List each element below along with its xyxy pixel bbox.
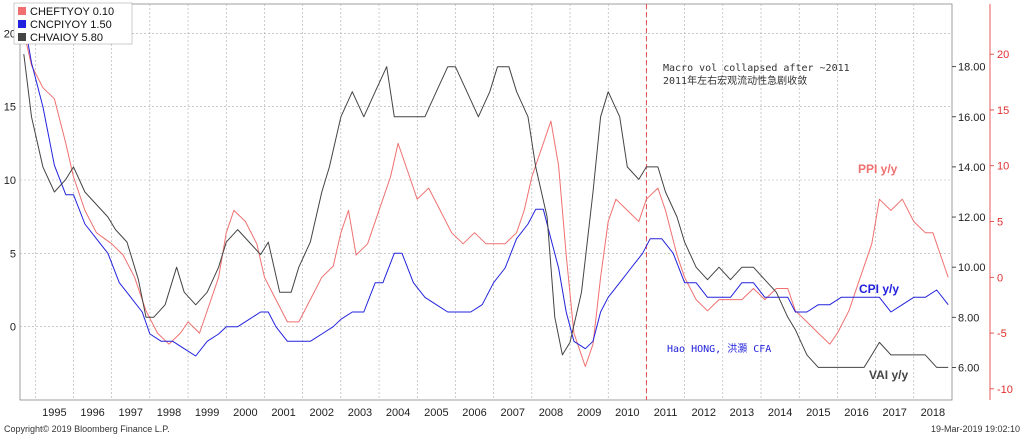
y-right-inner-tick-label: 18.00: [958, 62, 986, 74]
x-tick-label: 2016: [844, 407, 868, 419]
y-right-outer-tick-label: 20: [997, 49, 1009, 61]
y-axis-right-outer: 20 15 10 5 0 -5 -10: [989, 4, 1013, 400]
y-right-inner-tick-label: 6.00: [958, 362, 979, 374]
x-tick-label: 2006: [462, 407, 486, 419]
annotation-line-2: 2011年左右宏观流动性急剧收敛: [663, 74, 807, 87]
x-tick-label: 1998: [157, 407, 181, 419]
y-right-inner-tick-label: 12.00: [958, 212, 986, 224]
series-line-vai: [23, 54, 949, 368]
x-tick-label: 2001: [271, 407, 295, 419]
legend-swatch-ppi: [18, 7, 26, 15]
y-right-inner-tick-label: 16.00: [958, 112, 986, 124]
legend-item-cpi: CNCPIYOY 1.50: [30, 19, 112, 31]
timestamp-footer: 19-Mar-2019 19:02:10: [931, 424, 1020, 434]
cpi-series-label: CPI y/y: [859, 282, 899, 296]
x-tick-label: 2007: [500, 407, 524, 419]
y-right-outer-tick-label: 5: [997, 217, 1003, 229]
annotation-line-1: Macro vol collapsed after ~2011: [663, 63, 850, 74]
x-tick-label: 2013: [730, 407, 754, 419]
x-tick-label: 2004: [386, 407, 410, 419]
x-tick-label: 1997: [119, 407, 143, 419]
y-left-tick-label: 5: [10, 248, 16, 260]
y-axis-left: 20 15 10 5 0: [4, 28, 16, 333]
y-right-outer-tick-label: 10: [997, 161, 1009, 173]
y-right-outer-tick-label: 0: [997, 272, 1003, 284]
series-line-cpi: [23, 18, 949, 357]
x-tick-label: 1996: [80, 407, 104, 419]
y-left-tick-label: 0: [10, 322, 16, 334]
y-left-tick-label: 15: [4, 102, 16, 114]
y-right-inner-tick-label: 8.00: [958, 312, 979, 324]
legend-item-ppi: CHEFTYOY 0.10: [30, 6, 114, 18]
y-right-outer-tick-label: -5: [997, 328, 1007, 340]
y-left-tick-label: 20: [4, 28, 16, 40]
x-axis: 1995 1996 1997 1998 1999 2000 2001 2002 2003 2004…: [42, 407, 945, 419]
y-right-inner-tick-label: 14.00: [958, 162, 986, 174]
vai-series-label: VAI y/y: [869, 368, 908, 382]
x-tick-label: 2010: [615, 407, 639, 419]
x-tick-label: 2005: [424, 407, 448, 419]
ppi-series-label: PPI y/y: [858, 162, 898, 176]
plot-frame: [19, 3, 953, 401]
legend: CHEFTYOY 0.10 CNCPIYOY 1.50 CHVAIOY 5.80: [13, 2, 133, 45]
y-axis-right-inner: 18.00 16.00 14.00 12.00 10.00 8.00 6.00: [952, 62, 986, 374]
x-tick-label: 2012: [691, 407, 715, 419]
x-tick-label: 2000: [233, 407, 257, 419]
author-label: Hao HONG, 洪灝 CFA: [667, 343, 771, 355]
y-left-tick-label: 10: [4, 175, 16, 187]
copyright-footer: Copyright© 2019 Bloomberg Finance L.P.: [4, 424, 170, 434]
x-tick-label: 1995: [42, 407, 66, 419]
series-line-ppi: [23, 31, 949, 367]
x-tick-label: 2014: [768, 407, 792, 419]
x-tick-label: 2002: [310, 407, 334, 419]
y-right-inner-tick-label: 10.00: [958, 262, 986, 274]
legend-swatch-cpi: [18, 20, 26, 28]
x-tick-label: 2018: [921, 407, 945, 419]
x-tick-label: 1999: [195, 407, 219, 419]
x-tick-label: 2015: [806, 407, 830, 419]
x-tick-label: 2003: [348, 407, 372, 419]
y-right-outer-tick-label: -10: [997, 384, 1013, 396]
legend-item-vai: CHVAIOY 5.80: [30, 32, 103, 44]
x-tick-label: 2008: [539, 407, 563, 419]
y-right-outer-tick-label: 15: [997, 105, 1009, 117]
series-lines: [23, 18, 949, 368]
x-tick-label: 2011: [654, 407, 678, 419]
legend-box: [13, 2, 133, 45]
x-tick-label: 2017: [882, 407, 906, 419]
x-tick-label: 2009: [577, 407, 601, 419]
legend-swatch-vai: [18, 33, 26, 41]
